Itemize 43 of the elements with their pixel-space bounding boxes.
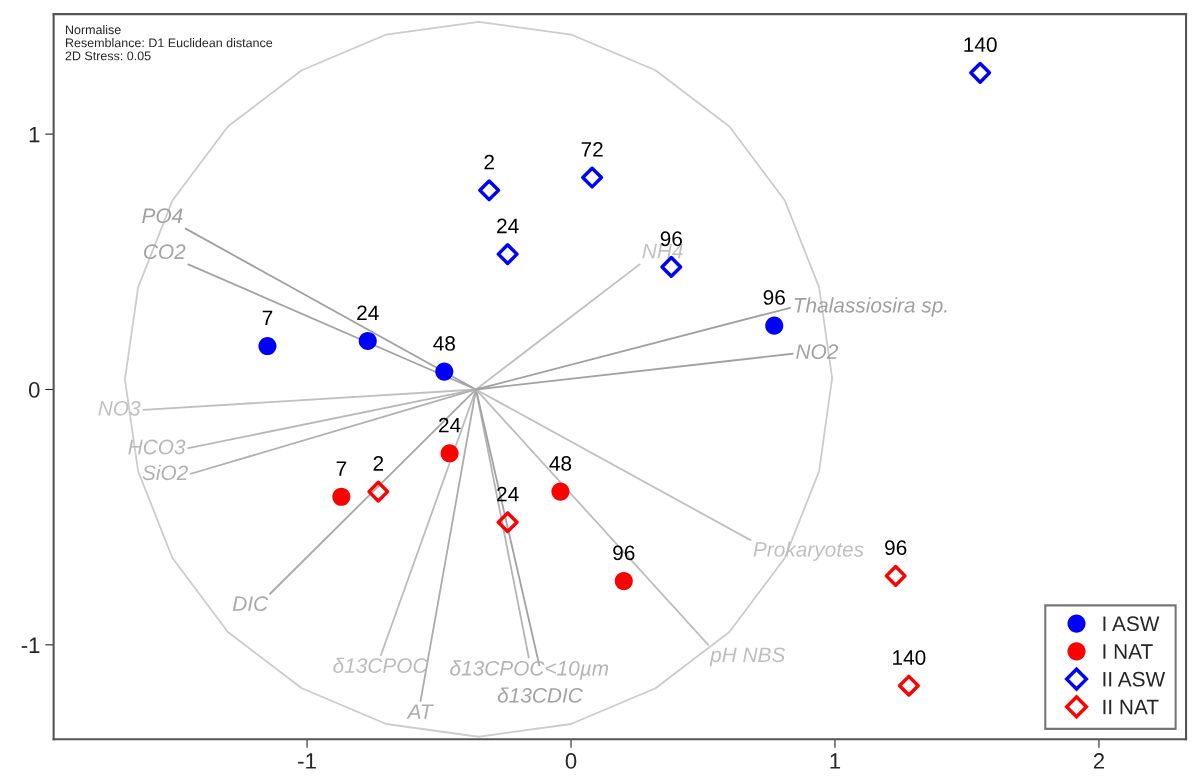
legend-label: I NAT: [1103, 644, 1153, 659]
annotation: 24: [357, 305, 379, 320]
y-tick-label: -1: [21, 637, 40, 653]
annotation: 96: [613, 545, 635, 561]
series-label: PO4: [142, 208, 183, 224]
annotation: 24: [497, 218, 519, 234]
annotation: 96: [763, 290, 785, 305]
series-label: NO2: [796, 344, 839, 359]
annotation: 2D Stress: 0.05: [65, 51, 151, 61]
annotation: 2: [484, 154, 494, 170]
annotation: 96: [885, 540, 907, 556]
series-label: AT: [406, 704, 434, 719]
x-tick-label: -1: [298, 753, 316, 769]
series-label: SiO2: [142, 464, 188, 481]
series-label: DIC: [232, 596, 269, 612]
x-tick-label: 1: [830, 753, 841, 769]
series-label: HCO3: [128, 439, 186, 455]
series-label: δ13CPOC<10µm: [450, 660, 609, 680]
annotation: 48: [433, 336, 455, 351]
x-tick-label: 2: [1093, 753, 1104, 769]
series-label: CO2: [144, 244, 186, 260]
y-tick-label: 1: [29, 126, 40, 143]
annotation: 24: [497, 486, 519, 502]
annotation: 72: [581, 142, 603, 157]
x-tick-label: 0: [565, 753, 577, 769]
y-tick-label: 0: [28, 382, 40, 398]
annotation: 140: [893, 650, 926, 665]
legend-label: II NAT: [1103, 699, 1159, 715]
legend-label: II ASW: [1103, 671, 1166, 687]
legend-label: I ASW: [1103, 616, 1160, 632]
series-label: δ13CDIC: [497, 687, 583, 703]
annotation: 48: [549, 456, 572, 471]
annotation: Normalise: [65, 24, 121, 35]
annotation: 2: [373, 456, 384, 471]
annotation: 7: [262, 310, 273, 326]
annotation: 140: [964, 37, 997, 53]
series-label: NO3: [98, 400, 141, 416]
annotation: 7: [336, 461, 347, 476]
annotation: 24: [439, 417, 461, 433]
series-label: Prokaryotes: [753, 541, 864, 561]
series-label: pH NBS: [709, 647, 786, 667]
annotation: Resemblance: D1 Euclidean distance: [65, 38, 273, 48]
series-label: Thalassiosira sp.: [794, 297, 947, 317]
